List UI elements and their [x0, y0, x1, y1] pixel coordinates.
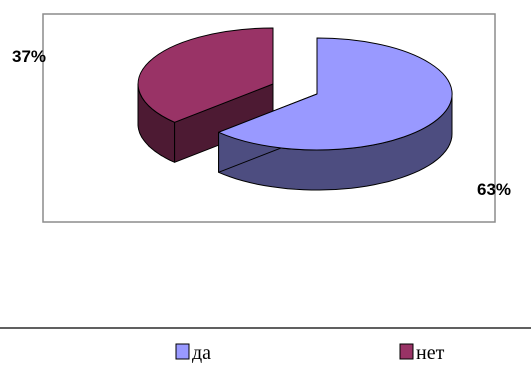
legend-swatch-da [175, 343, 190, 360]
pie-slices [137, 27, 453, 191]
data-label-da: 63% [477, 180, 511, 199]
legend-label-net: нет [416, 342, 445, 364]
legend: да нет [175, 342, 445, 364]
pie-slice-net-top [137, 27, 274, 123]
data-label-net: 37% [12, 47, 46, 66]
pie-slice-da-top [218, 37, 453, 151]
pie-slice-da [218, 37, 453, 191]
legend-label-da: да [192, 342, 211, 364]
legend-swatch-net [399, 343, 414, 360]
plot-area-frame [42, 13, 496, 223]
